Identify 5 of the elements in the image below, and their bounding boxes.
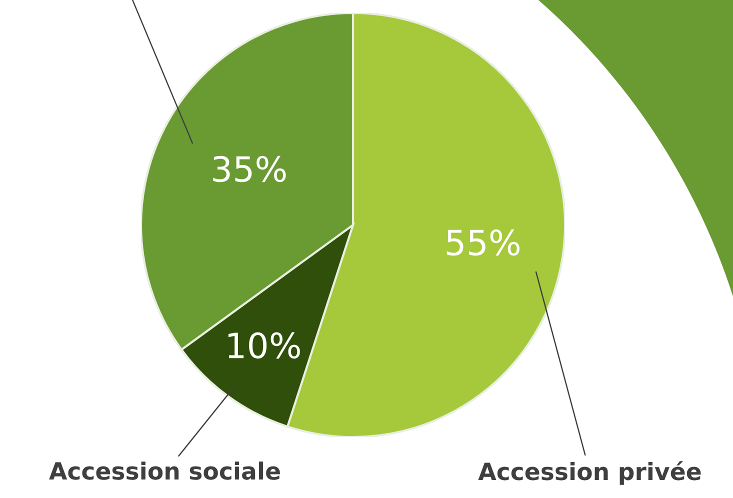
data-label: 35%	[213, 156, 286, 182]
slice-label: Accession privée	[478, 461, 701, 485]
data-label: 10%	[228, 332, 300, 359]
slice-label: Accession sociale	[49, 462, 280, 480]
data-label: 55%	[446, 229, 520, 256]
